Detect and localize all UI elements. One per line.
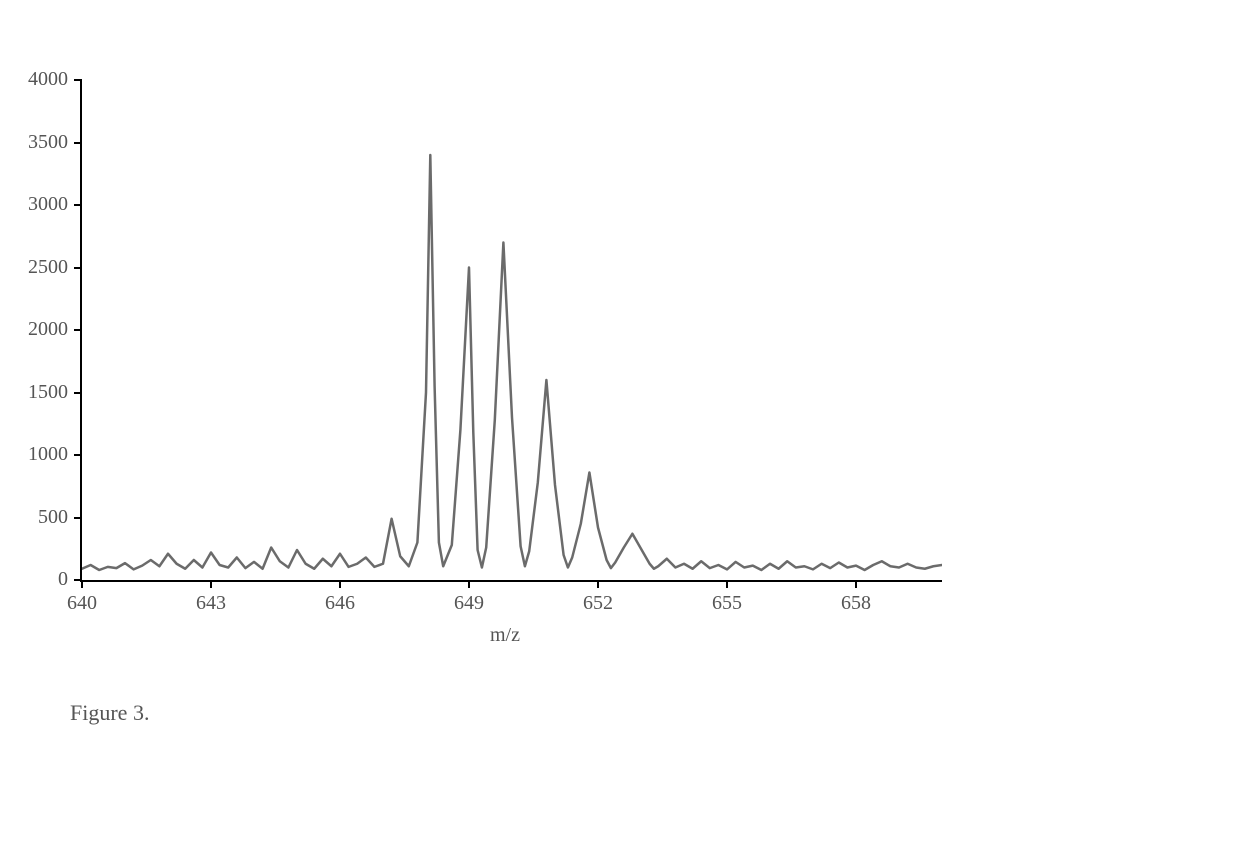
x-tick-label: 643 bbox=[196, 592, 226, 615]
y-tick-mark bbox=[74, 142, 82, 144]
y-tick-mark bbox=[74, 267, 82, 269]
y-tick-label: 1500 bbox=[8, 381, 68, 404]
x-tick-mark bbox=[855, 580, 857, 588]
x-tick-label: 646 bbox=[325, 592, 355, 615]
y-tick-label: 4000 bbox=[8, 68, 68, 91]
x-tick-mark bbox=[81, 580, 83, 588]
spectrum-trace bbox=[82, 155, 942, 570]
x-tick-label: 640 bbox=[67, 592, 97, 615]
x-tick-label: 649 bbox=[454, 592, 484, 615]
figure-caption: Figure 3. bbox=[70, 700, 149, 726]
y-tick-label: 3000 bbox=[8, 193, 68, 216]
plot-area: 0500100015002000250030003500400064064364… bbox=[80, 80, 942, 582]
y-tick-label: 3500 bbox=[8, 131, 68, 154]
x-tick-mark bbox=[468, 580, 470, 588]
y-tick-mark bbox=[74, 204, 82, 206]
y-tick-label: 1000 bbox=[8, 443, 68, 466]
x-tick-label: 652 bbox=[583, 592, 613, 615]
y-tick-mark bbox=[74, 517, 82, 519]
x-tick-label: 658 bbox=[841, 592, 871, 615]
y-tick-label: 500 bbox=[8, 506, 68, 529]
x-tick-mark bbox=[210, 580, 212, 588]
x-tick-mark bbox=[339, 580, 341, 588]
y-tick-label: 0 bbox=[8, 568, 68, 591]
y-tick-label: 2500 bbox=[8, 256, 68, 279]
y-tick-label: 2000 bbox=[8, 318, 68, 341]
x-tick-label: 655 bbox=[712, 592, 742, 615]
spectrum-line-chart bbox=[82, 80, 942, 580]
y-tick-mark bbox=[74, 392, 82, 394]
y-tick-mark bbox=[74, 454, 82, 456]
y-tick-mark bbox=[74, 329, 82, 331]
y-tick-mark bbox=[74, 79, 82, 81]
figure-container: 0500100015002000250030003500400064064364… bbox=[80, 80, 942, 582]
x-axis-label: m/z bbox=[490, 624, 520, 647]
x-tick-mark bbox=[726, 580, 728, 588]
x-tick-mark bbox=[597, 580, 599, 588]
